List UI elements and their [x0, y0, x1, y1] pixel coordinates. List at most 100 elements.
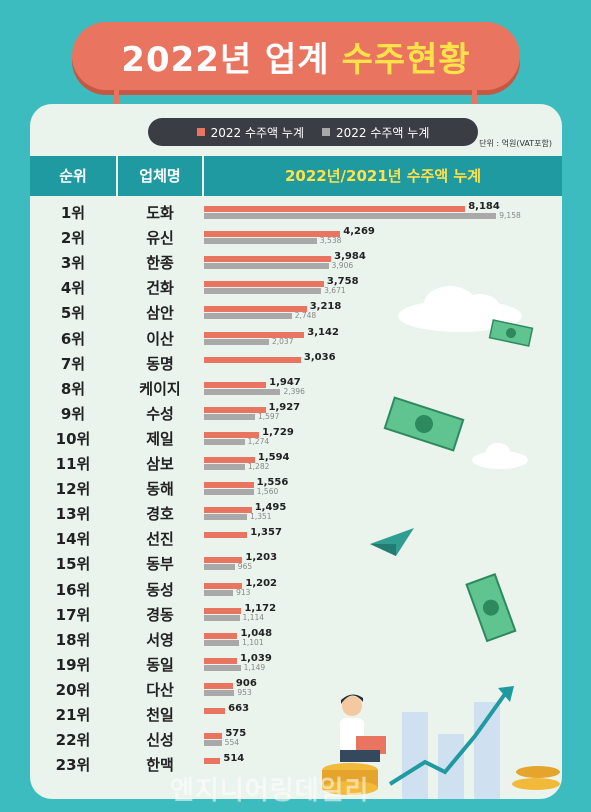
value-label-2021: 1,114 [242, 612, 265, 622]
bar-2021 [204, 388, 281, 395]
rank-label: 21위 [55, 706, 91, 724]
rank-label: 16위 [55, 580, 91, 599]
company-label: 경호 [146, 505, 174, 524]
company-label: 다산 [146, 680, 174, 699]
bar-2022 [204, 331, 305, 338]
paper-plane-icon [370, 528, 414, 556]
bar-2022 [204, 306, 307, 313]
value-label-2021: 3,671 [324, 286, 346, 296]
table-header: 순위 업체명 2022년/2021년 수주액 누계 [30, 156, 562, 196]
rank-label: 15위 [55, 555, 91, 574]
rank-label: 3위 [60, 254, 86, 273]
value-label-2022: 514 [223, 753, 245, 765]
company-label: 삼보 [146, 455, 174, 473]
company-label: 한맥 [146, 756, 174, 775]
bar-2021 [204, 514, 248, 521]
value-label-2022: 1,357 [250, 527, 282, 539]
value-label-2022: 1,729 [262, 426, 294, 438]
title-main: 2022년 업계 [121, 39, 330, 80]
watermark: 엔지니어링데일리 [170, 776, 370, 806]
value-label-2022: 1,495 [254, 502, 287, 514]
company-label: 제일 [146, 429, 174, 448]
value-label-2021: 9,158 [499, 211, 521, 220]
bar-2021 [204, 614, 240, 621]
bar-2022 [204, 532, 248, 539]
rank-label: 4위 [60, 279, 86, 298]
unit-note: 단위 : 억원(VAT포함) [479, 139, 552, 148]
value-label-2021: 3,538 [319, 236, 342, 246]
company-label: 동일 [146, 655, 174, 674]
bar-2022 [204, 733, 223, 740]
bar-2021 [204, 740, 222, 747]
bar-2021 [204, 413, 255, 420]
rank-label: 14위 [55, 530, 91, 549]
bar-2022 [204, 507, 252, 514]
bar-2021 [204, 438, 245, 445]
bar-2021 [204, 213, 497, 219]
rank-label: 23위 [55, 756, 91, 775]
legend-item-2022: 2022 수주액 누계 [196, 124, 304, 141]
rank-label: 9위 [60, 404, 86, 423]
legend-swatch-2021 [322, 128, 330, 136]
value-label-2021: 1,101 [242, 637, 264, 647]
value-label-2021: 965 [237, 562, 253, 572]
bar-2021 [204, 564, 235, 571]
rank-label: 18위 [55, 630, 91, 649]
rank-label: 12위 [55, 480, 91, 499]
rank-label: 1위 [60, 204, 86, 222]
rank-label: 10위 [55, 429, 91, 448]
bar-2021 [204, 489, 254, 496]
rank-label: 6위 [60, 329, 86, 348]
value-label-2021: 1,597 [257, 411, 280, 421]
value-label-2022: 3,036 [303, 351, 336, 363]
rank-label: 2위 [60, 229, 86, 248]
value-label-2021: 913 [236, 587, 251, 597]
person-laptop-chart-illustration [322, 686, 560, 799]
value-label-2022: 1,947 [269, 376, 301, 388]
bar-2021 [204, 263, 329, 270]
header-divider [202, 156, 204, 196]
bar-2022 [204, 482, 254, 489]
company-label: 동해 [146, 480, 174, 499]
title-highlight: 수주현황 [341, 39, 471, 80]
value-label-2022: 1,172 [244, 602, 277, 614]
value-label-2022: 1,203 [245, 552, 278, 564]
bar-2022 [204, 632, 238, 639]
bar-2021 [204, 288, 322, 295]
bar-2022 [204, 557, 243, 564]
company-label: 동명 [146, 354, 174, 373]
company-label: 한종 [146, 254, 174, 273]
company-label: 신성 [146, 731, 174, 750]
value-label-2021: 2,037 [272, 336, 294, 346]
cloud-icon [398, 286, 522, 332]
value-label-2022: 3,142 [307, 326, 339, 338]
value-label-2021: 1,282 [247, 462, 270, 471]
title-banner: 2022년 업계 수주현황 [72, 22, 520, 90]
company-label: 서영 [146, 630, 174, 649]
value-label-2022: 1,048 [240, 627, 273, 639]
money-bill-icon [383, 396, 465, 452]
bar-2021 [204, 338, 269, 345]
value-label-2022: 906 [235, 677, 257, 689]
company-label: 케이지 [139, 379, 181, 398]
rank-label: 19위 [55, 655, 91, 674]
company-label: 이산 [146, 329, 174, 348]
value-label-2022: 8,184 [468, 201, 500, 212]
bar-2021 [204, 639, 240, 646]
value-label-2022: 1,927 [268, 401, 301, 413]
value-label-2022: 3,758 [326, 276, 359, 288]
bar-2021 [204, 313, 292, 320]
bar-2021 [204, 238, 317, 245]
rank-label: 7위 [60, 354, 86, 373]
chart-panel: 2022 수주액 누계 2022 수주액 누계 단위 : 억원(VAT포함) 순… [30, 104, 562, 799]
header-rank: 순위 [59, 167, 87, 185]
value-label-2022: 4,269 [343, 226, 375, 238]
value-label-2021: 1,274 [247, 436, 270, 446]
bar-2022 [204, 231, 341, 238]
cloud-icon [472, 443, 528, 469]
rank-label: 11위 [55, 455, 91, 473]
bar-2022 [204, 657, 238, 664]
value-label-2022: 1,556 [256, 477, 289, 489]
header-chart: 2022년/2021년 수주액 누계 [284, 167, 482, 185]
rank-label: 22위 [55, 731, 91, 750]
